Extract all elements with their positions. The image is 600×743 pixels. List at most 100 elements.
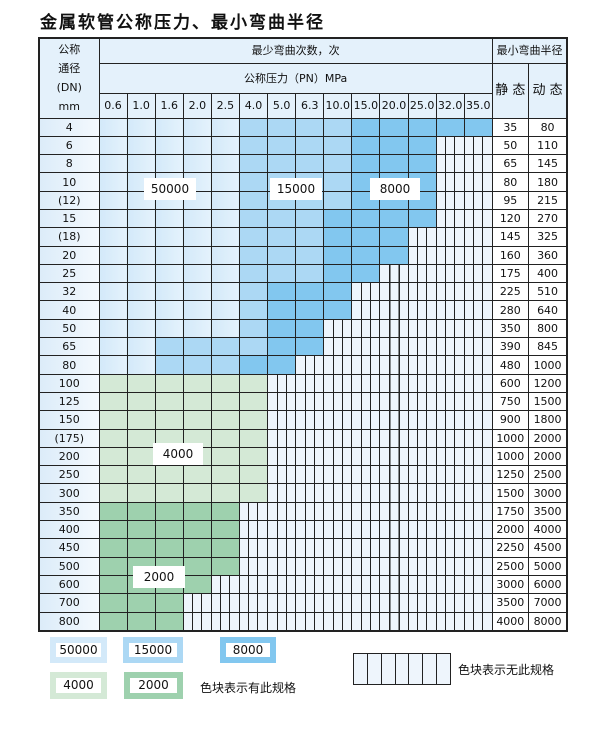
available-cell: [98, 190, 128, 210]
available-cell: [126, 318, 156, 339]
available-cell: [210, 391, 240, 412]
table-row: 4 35 80: [38, 117, 568, 137]
unavailable-cell: [407, 446, 437, 467]
legend-available-text: 色块表示有此规格: [200, 681, 297, 695]
unavailable-cell: [210, 593, 240, 613]
available-cell: [98, 135, 128, 156]
pressure-col-header: 2.0: [182, 92, 212, 119]
available-cell: [210, 318, 240, 339]
dn-cell: 100: [38, 373, 100, 393]
available-cell: [126, 593, 156, 613]
available-cell: [98, 593, 128, 613]
available-cell: [238, 190, 269, 210]
unavailable-cell: [379, 520, 409, 540]
available-cell: [210, 520, 240, 540]
available-cell: [238, 282, 269, 302]
unavailable-cell: [463, 154, 493, 174]
unavailable-cell: [379, 483, 409, 503]
unavailable-cell: [407, 574, 437, 595]
static-radius-cell: 390: [491, 337, 529, 357]
dn-cell: 8: [38, 154, 100, 174]
unavailable-cell: [435, 520, 465, 540]
available-cell: [267, 337, 297, 357]
unavailable-cell: [351, 593, 381, 613]
unavailable-cell: [323, 556, 353, 576]
unavailable-cell: [238, 501, 269, 522]
available-cell: [98, 556, 128, 576]
available-cell: [323, 190, 353, 210]
available-cell: [379, 117, 409, 137]
available-cell: [98, 245, 128, 265]
unavailable-cell: [435, 263, 465, 284]
unavailable-cell: [463, 135, 493, 156]
unavailable-cell: [267, 574, 297, 595]
dn-cell: 25: [38, 263, 100, 284]
unavailable-cell: [463, 318, 493, 339]
available-cell: [210, 154, 240, 174]
region-label-8000: 8000: [370, 178, 420, 200]
available-cell: [154, 465, 184, 485]
dynamic-radius-cell: 3500: [527, 501, 568, 522]
unavailable-cell: [435, 355, 465, 375]
available-cell: [407, 117, 437, 137]
region-label-50000: 50000: [144, 178, 196, 200]
table-row: 6 50 110: [38, 135, 568, 156]
dn-cell: 10: [38, 172, 100, 192]
available-cell: [182, 574, 212, 595]
available-cell: [182, 501, 212, 522]
unavailable-cell: [351, 410, 381, 430]
unavailable-cell: [407, 391, 437, 412]
unavailable-cell: [351, 446, 381, 467]
table-row: 350 1750 3500: [38, 501, 568, 522]
unavailable-cell: [463, 172, 493, 192]
available-cell: [182, 135, 212, 156]
dn-cell: 150: [38, 410, 100, 430]
available-cell: [210, 428, 240, 448]
pressure-col-header: 1.0: [126, 92, 156, 119]
region-label-4000: 4000: [153, 443, 203, 465]
unavailable-cell: [435, 593, 465, 613]
dynamic-radius-cell: 215: [527, 190, 568, 210]
unavailable-cell: [210, 574, 240, 595]
unavailable-cell: [435, 227, 465, 247]
unavailable-cell: [463, 593, 493, 613]
unavailable-cell: [463, 245, 493, 265]
available-cell: [98, 501, 128, 522]
available-cell: [210, 263, 240, 284]
dynamic-radius-cell: 640: [527, 300, 568, 320]
available-cell: [267, 245, 297, 265]
unavailable-cell: [463, 227, 493, 247]
available-cell: [182, 154, 212, 174]
unavailable-cell: [351, 391, 381, 412]
available-cell: [126, 611, 156, 632]
dn-cell: (12): [38, 190, 100, 210]
unavailable-cell: [267, 611, 297, 632]
static-radius-cell: 280: [491, 300, 529, 320]
available-cell: [323, 300, 353, 320]
table-row: 15 120 270: [38, 208, 568, 229]
available-cell: [379, 227, 409, 247]
available-cell: [379, 245, 409, 265]
unavailable-cell: [238, 556, 269, 576]
unavailable-cell: [267, 538, 297, 558]
unavailable-cell: [238, 538, 269, 558]
dn-cell: 32: [38, 282, 100, 302]
static-radius-cell: 120: [491, 208, 529, 229]
available-cell: [154, 355, 184, 375]
available-cell: [182, 483, 212, 503]
available-cell: [126, 282, 156, 302]
unavailable-cell: [351, 428, 381, 448]
available-cell: [323, 245, 353, 265]
available-cell: [238, 245, 269, 265]
available-cell: [323, 263, 353, 284]
available-cell: [379, 135, 409, 156]
table-row: 150 900 1800: [38, 410, 568, 430]
unavailable-cell: [351, 282, 381, 302]
dynamic-radius-cell: 180: [527, 172, 568, 192]
unavailable-cell: [407, 556, 437, 576]
dynamic-radius-cell: 4000: [527, 520, 568, 540]
unavailable-cell: [295, 428, 325, 448]
unavailable-cell: [379, 538, 409, 558]
available-cell: [295, 282, 325, 302]
legend-4000: 4000: [50, 672, 107, 699]
